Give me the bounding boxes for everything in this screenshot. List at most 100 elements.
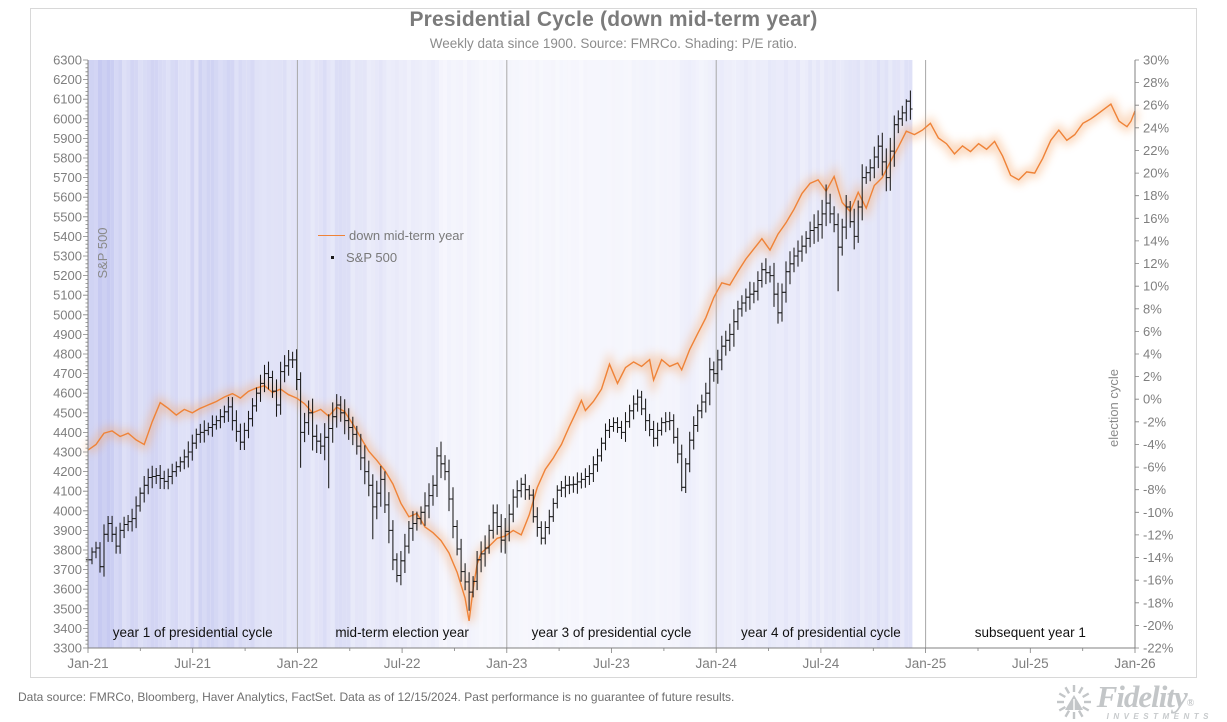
right-axis-tick-label: 12% — [1143, 256, 1169, 271]
right-axis-tick-label: 2% — [1143, 369, 1162, 384]
legend-label-cycle: down mid-term year — [349, 227, 464, 243]
x-axis-tick-label: Jan-24 — [696, 656, 738, 671]
section-label: year 4 of presidential cycle — [741, 625, 901, 640]
right-axis-tick-label: 4% — [1143, 347, 1162, 362]
right-axis-tick-label: 10% — [1143, 279, 1169, 294]
left-axis-title: S&P 500 — [95, 227, 110, 278]
logo-brand: Fidelity® — [1097, 681, 1213, 712]
left-axis-tick-label: 6300 — [53, 53, 82, 68]
left-axis-tick-label: 4600 — [53, 386, 82, 401]
right-axis-tick-label: 24% — [1143, 120, 1169, 135]
left-axis-tick-label: 4200 — [53, 464, 82, 479]
left-axis-tick-label: 5200 — [53, 268, 82, 283]
left-axis-tick-label: 6000 — [53, 111, 82, 126]
right-axis-tick-label: 16% — [1143, 211, 1169, 226]
left-axis-tick-label: 3500 — [53, 601, 82, 616]
fidelity-pyramid-icon — [1056, 685, 1091, 719]
left-axis-tick-label: 5400 — [53, 229, 82, 244]
right-axis-tick-label: -6% — [1143, 460, 1167, 475]
x-axis-tick-label: Jul-21 — [174, 656, 211, 671]
right-axis-tick-label: 30% — [1143, 53, 1169, 68]
right-axis-ticks — [1135, 59, 1139, 649]
right-axis-tick-label: 26% — [1143, 98, 1169, 113]
legend-line-swatch — [318, 234, 345, 236]
right-axis-tick-label: -16% — [1143, 573, 1174, 588]
left-axis-tick-label: 4900 — [53, 327, 82, 342]
left-axis-tick-label: 3300 — [53, 641, 82, 656]
left-axis-tick-label: 4100 — [53, 484, 82, 499]
left-axis-tick-label: 5500 — [53, 209, 82, 224]
fidelity-logo-text: Fidelity® INVESTMENTS — [1097, 681, 1213, 721]
section-label: year 3 of presidential cycle — [532, 625, 692, 640]
x-axis-tick-label: Jan-25 — [905, 656, 946, 671]
legend-label-sp500: S&P 500 — [346, 249, 398, 265]
x-axis-tick-label: Jan-23 — [486, 656, 527, 671]
right-axis-tick-label: 0% — [1143, 392, 1162, 407]
right-axis-tick-label: 22% — [1143, 143, 1169, 158]
left-axis-tick-label: 3400 — [53, 621, 82, 636]
left-axis-tick-label: 5000 — [53, 307, 82, 322]
logo-sub-text: INVESTMENTS — [1106, 712, 1213, 721]
x-axis-tick-label: Jan-22 — [277, 656, 318, 671]
right-axis-tick-label: -18% — [1143, 595, 1174, 610]
x-axis-tick-label: Jan-21 — [67, 656, 108, 671]
right-axis-tick-label: 8% — [1143, 301, 1162, 316]
left-axis-tick-label: 4300 — [53, 445, 82, 460]
x-axis-tick-label: Jul-23 — [593, 656, 630, 671]
left-axis-tick-label: 5300 — [53, 249, 82, 264]
left-axis-tick-label: 4700 — [53, 366, 82, 381]
x-axis-tick-label: Jan-26 — [1114, 656, 1155, 671]
chart-title: Presidential Cycle (down mid-term year) — [409, 8, 818, 31]
left-axis-tick-label: 4000 — [53, 503, 82, 518]
right-axis-tick-label: 6% — [1143, 324, 1162, 339]
left-axis-tick-label: 6100 — [53, 92, 82, 107]
pe-shading — [88, 60, 913, 648]
left-axis-tick-label: 4500 — [53, 405, 82, 420]
right-axis-tick-label: -2% — [1143, 414, 1167, 429]
legend: down mid-term year S&P 500 — [318, 224, 464, 268]
logo-registered-mark: ® — [1186, 698, 1195, 709]
left-axis-tick-label: 6200 — [53, 72, 82, 87]
section-label: year 1 of presidential cycle — [113, 625, 273, 640]
right-axis-tick-label: -12% — [1143, 527, 1174, 542]
chart-subtitle: Weekly data since 1900. Source: FMRCo. S… — [429, 36, 798, 51]
right-axis-title: election cycle — [1106, 369, 1121, 447]
right-axis-tick-label: 20% — [1143, 166, 1169, 181]
right-axis-tick-label: -14% — [1143, 550, 1174, 565]
fidelity-logo: Fidelity® INVESTMENTS — [1054, 681, 1213, 721]
left-axis-tick-label: 4800 — [53, 347, 82, 362]
left-axis-tick-label: 5900 — [53, 131, 82, 146]
right-axis-tick-label: 28% — [1143, 75, 1169, 90]
x-axis-tick-label: Jul-22 — [384, 656, 421, 671]
left-axis-tick-label: 5100 — [53, 288, 82, 303]
right-axis-tick-label: -4% — [1143, 437, 1167, 452]
legend-item-sp500: S&P 500 — [318, 246, 464, 268]
left-axis-tick-label: 5700 — [53, 170, 82, 185]
logo-brand-text: Fidelity — [1096, 679, 1188, 714]
left-axis-tick-label: 3900 — [53, 523, 82, 538]
right-axis-tick-label: -10% — [1143, 505, 1174, 520]
left-axis-tick-label: 4400 — [53, 425, 82, 440]
chart-frame — [30, 8, 1197, 678]
left-axis-tick-label: 3700 — [53, 562, 82, 577]
legend-dot-swatch — [331, 255, 334, 259]
legend-item-cycle: down mid-term year — [318, 224, 464, 246]
left-axis-tick-label: 5600 — [53, 190, 82, 205]
section-label: subsequent year 1 — [975, 625, 1086, 640]
x-axis-tick-label: Jul-24 — [803, 656, 840, 671]
cycle-line — [87, 103, 1136, 622]
left-axis-tick-label: 3600 — [53, 582, 82, 597]
left-axis-tick-label: 3800 — [53, 543, 82, 558]
right-axis-tick-label: -8% — [1143, 482, 1167, 497]
source-note: Data source: FMRCo, Bloomberg, Haver Ana… — [18, 690, 735, 704]
x-axis-tick-label: Jul-25 — [1012, 656, 1049, 671]
left-axis-ticks — [83, 59, 88, 649]
section-label: mid-term election year — [335, 625, 469, 640]
right-axis-tick-label: -22% — [1143, 641, 1174, 656]
left-axis-tick-label: 5800 — [53, 151, 82, 166]
right-axis-tick-label: 14% — [1143, 233, 1169, 248]
right-axis-tick-label: -20% — [1143, 618, 1174, 633]
right-axis-tick-label: 18% — [1143, 188, 1169, 203]
